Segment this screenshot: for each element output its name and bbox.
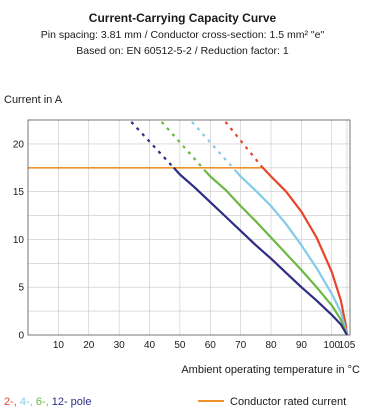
legend-pole-suffix: pole [68, 396, 92, 408]
x-tick-label: 90 [296, 340, 308, 351]
x-tick-label: 10 [53, 340, 65, 351]
x-tick-label: 60 [205, 340, 217, 351]
y-axis-label: Current in A [4, 94, 63, 106]
plot-frame [27, 119, 351, 336]
x-tick-label: 70 [235, 340, 247, 351]
legend-rated-label: Conductor rated current [230, 396, 346, 408]
series-12-pole-line [172, 167, 348, 336]
chart-title: Current-Carrying Capacity Curve [89, 11, 277, 25]
x-tick-label: 100 [323, 340, 340, 351]
legend-separator: , [14, 396, 20, 408]
legend-separator: , [30, 396, 36, 408]
series-12-pole-extrapolated [130, 121, 175, 169]
x-tick-label: 20 [83, 340, 95, 351]
x-axis-label: Ambient operating temperature in °C [181, 364, 360, 376]
series-4-pole-line [233, 168, 349, 336]
y-tick-label: 10 [13, 235, 25, 246]
y-tick-label: 15 [13, 187, 25, 198]
x-tick-label: 40 [144, 340, 156, 351]
x-tick-label: 30 [114, 340, 126, 351]
series-6-pole-extrapolated [160, 121, 206, 171]
x-tick-label: 80 [265, 340, 277, 351]
y-tick-label: 5 [18, 283, 24, 294]
x-tick-label: 50 [174, 340, 186, 351]
series-layer [130, 121, 349, 336]
legend-separator: , [46, 396, 52, 408]
x-tick-label: 105 [339, 340, 356, 351]
legend-item-12-pole: 12- [52, 396, 68, 408]
legend-item-6-pole: 6- [36, 396, 46, 408]
chart-subtitle-line-2: Based on: EN 60512-5-2 / Reduction facto… [76, 45, 289, 57]
series-2-pole-line [261, 166, 349, 336]
y-tick-label: 20 [13, 139, 25, 150]
chart-subtitle-line-1: Pin spacing: 3.81 mm / Conductor cross-s… [41, 29, 325, 41]
y-tick-label: 0 [18, 331, 24, 342]
legend-pole-label: 2-, 4-, 6-, 12- pole [4, 396, 91, 408]
legend-item-4-pole: 4- [20, 396, 30, 408]
series-4-pole-extrapolated [191, 121, 236, 171]
legend-item-2-pole: 2- [4, 396, 14, 408]
series-6-pole-line [203, 168, 349, 336]
legend: 2-, 4-, 6-, 12- pole Conductor rated cur… [4, 396, 346, 408]
series-2-pole-extrapolated [224, 121, 263, 168]
